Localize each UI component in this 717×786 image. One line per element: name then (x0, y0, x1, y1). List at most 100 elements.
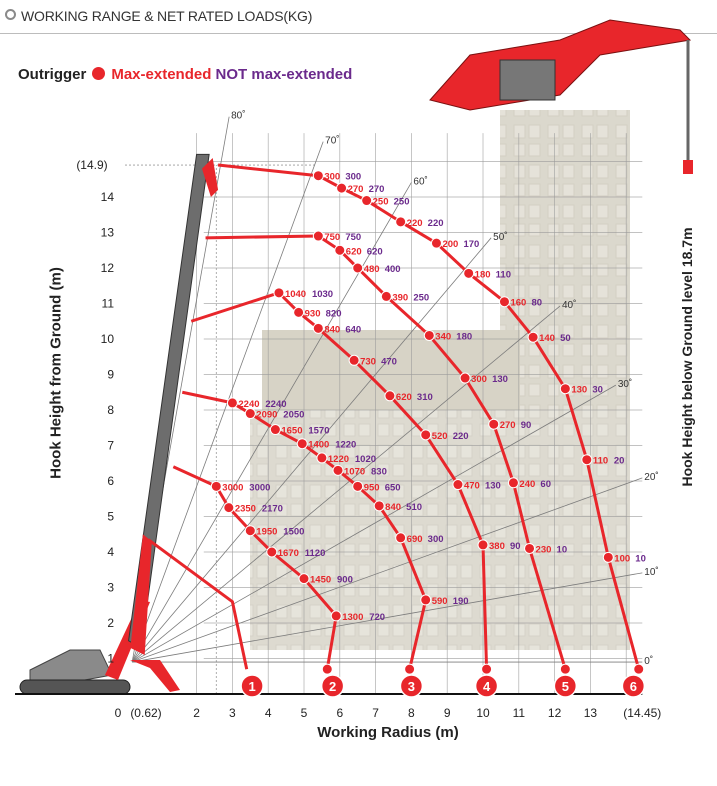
load-curve (147, 538, 249, 670)
outrigger-circle-label: 2 (329, 679, 336, 694)
legend: Outrigger Max-extended NOT max-extended (18, 66, 352, 83)
load-point (244, 408, 256, 420)
boom-angle-label: 50˚ (493, 231, 507, 243)
outrigger-circle-label: 5 (562, 679, 569, 694)
load-not-label: 80 (531, 298, 542, 309)
load-point (395, 216, 407, 228)
y-tick-label: (14.9) (76, 158, 107, 172)
load-not-label: 1220 (335, 440, 356, 451)
boom-angle-label: 30˚ (618, 378, 632, 390)
load-max-label: 130 (571, 385, 587, 396)
load-max-label: 1300 (342, 612, 363, 623)
load-point (507, 477, 519, 489)
chart-header: WORKING RANGE & NET RATED LOADS(KG) (0, 0, 717, 36)
boom-angle-line (131, 305, 561, 663)
load-max-label: 390 (392, 292, 408, 303)
load-not-label: 130 (485, 481, 501, 492)
load-not-label: 10 (557, 544, 568, 555)
load-point (298, 573, 310, 585)
load-max-label: 3000 (222, 482, 243, 493)
building-background (250, 110, 630, 650)
x-tick-label: 0 (115, 706, 122, 720)
load-point (559, 383, 571, 395)
boom-angle-line (132, 477, 643, 663)
load-point-end (321, 663, 333, 675)
x-tick-label: 8 (408, 706, 415, 720)
crane-track-shape (19, 679, 131, 695)
x-tick-label: 9 (444, 706, 451, 720)
y-tick-label: 13 (101, 226, 115, 240)
y-tick-label: 14 (101, 190, 115, 204)
load-point (373, 500, 385, 512)
load-max-label: 2350 (235, 504, 256, 515)
load-point (423, 329, 435, 341)
load-not-label: 220 (453, 431, 469, 442)
load-point (336, 182, 348, 194)
load-max-label: 230 (536, 544, 552, 555)
load-point (352, 480, 364, 492)
load-max-label: 270 (500, 420, 516, 431)
load-not-label: 90 (510, 541, 521, 552)
load-not-label: 60 (540, 479, 551, 490)
legend-dot-icon (92, 67, 106, 80)
load-max-label: 1670 (278, 548, 299, 559)
load-not-label: 300 (428, 534, 444, 545)
boom-angle-label: 20˚ (644, 471, 658, 483)
load-point (296, 438, 308, 450)
load-point (524, 542, 536, 554)
load-not-label: 1570 (308, 426, 329, 437)
y-tick-label: 11 (102, 297, 115, 311)
load-not-label: 1030 (312, 289, 333, 300)
load-not-label: 10 (635, 553, 646, 564)
boom-angle-line (132, 572, 643, 663)
boom-angle-line (131, 384, 617, 663)
load-not-label: 110 (496, 269, 511, 280)
load-not-label: 400 (385, 264, 401, 275)
load-not-label: 470 (381, 356, 397, 367)
outrigger-circle (240, 674, 264, 698)
load-point (316, 452, 328, 464)
x-tick-label: 12 (548, 706, 562, 720)
outrigger-circle (553, 674, 578, 698)
load-max-label: 380 (489, 541, 505, 552)
right-axis-label: Hook Height below Ground level 18.7m (679, 227, 695, 487)
load-point (488, 418, 500, 430)
load-point (312, 170, 324, 182)
y-axis-label: Hook Height from Ground (m) (47, 267, 65, 479)
boom-angle-label: 60˚ (413, 175, 427, 187)
x-axis-label: Working Radius (m) (317, 724, 459, 741)
load-max-label: 2090 (256, 410, 277, 421)
load-point (380, 290, 392, 302)
load-point (581, 454, 593, 466)
load-max-label: 840 (324, 324, 340, 335)
load-not-label: 650 (385, 482, 401, 493)
load-point (602, 551, 614, 563)
y-tick-label: 12 (101, 261, 115, 275)
load-not-label: 250 (413, 292, 429, 303)
load-point (312, 230, 324, 242)
boom-angle-label: 0˚ (644, 655, 653, 667)
x-tick-label: 10 (476, 706, 490, 720)
load-max-label: 340 (435, 331, 451, 342)
load-not-label: 2050 (283, 410, 304, 421)
x-tick-label: 4 (265, 706, 272, 720)
load-max-label: 520 (432, 431, 448, 442)
load-max-label: 730 (360, 356, 376, 367)
load-point (498, 296, 510, 308)
crane-boom-base-shape (130, 534, 152, 655)
load-not-label: 310 (417, 392, 433, 403)
load-not-label: 640 (345, 324, 361, 335)
load-not-label: 820 (326, 308, 342, 319)
load-point (269, 424, 281, 436)
load-max-label: 270 (348, 184, 364, 195)
load-not-label: 1120 (305, 548, 326, 559)
load-point (459, 372, 471, 384)
load-point (527, 331, 539, 343)
load-point (352, 262, 364, 274)
load-not-label: 830 (371, 466, 387, 477)
outrigger-circle (399, 674, 424, 698)
load-not-label: 20 (614, 456, 625, 467)
load-point (332, 464, 344, 476)
load-not-label: 3000 (249, 482, 270, 493)
y-tick-label: 4 (107, 545, 114, 559)
